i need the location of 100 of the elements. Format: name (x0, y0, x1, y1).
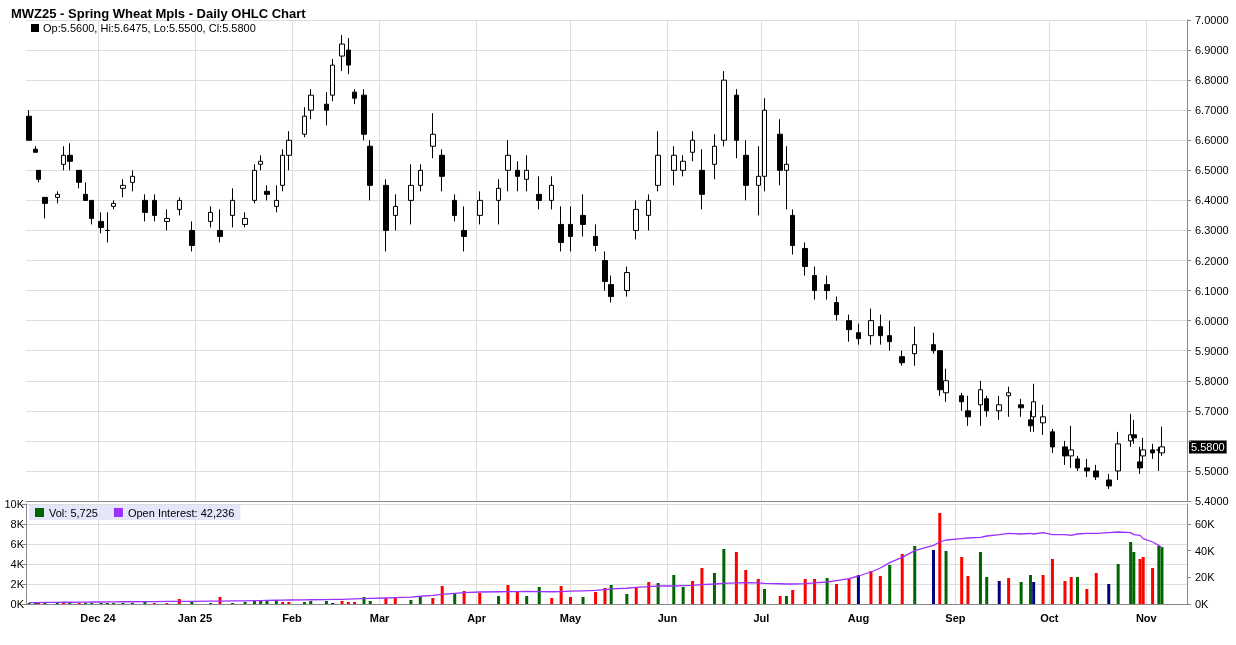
candlestick (1018, 398, 1024, 418)
bar (1041, 575, 1045, 604)
bar (340, 601, 344, 604)
y-tick-label: 5.4000 (1195, 495, 1229, 507)
candlestick (846, 314, 852, 343)
bar (1007, 578, 1011, 604)
bar (960, 557, 964, 604)
candlestick (111, 199, 116, 210)
candlestick (790, 208, 795, 255)
x-tick-label: May (559, 611, 583, 624)
bar (1107, 584, 1111, 604)
x-tick-label: Jan 25 (177, 611, 213, 624)
bar (985, 577, 989, 604)
candlestick (912, 326, 917, 367)
bar (1032, 582, 1036, 604)
candlestick (208, 205, 213, 228)
x-tick-label: Sep (945, 611, 966, 624)
bar (825, 578, 829, 604)
candlestick (868, 308, 874, 346)
bar (1138, 559, 1142, 604)
candlestick (164, 208, 170, 231)
candlestick (1006, 386, 1011, 418)
candlestick (671, 145, 677, 186)
candlestick (655, 130, 661, 192)
bar (1129, 542, 1133, 604)
candlestick (743, 139, 749, 201)
y-tick-label: 6.5000 (1195, 164, 1229, 177)
candlestick (274, 184, 279, 213)
bar (978, 552, 982, 604)
bar (478, 593, 482, 604)
candlestick (33, 145, 38, 153)
bar (418, 597, 422, 604)
bar (734, 552, 738, 604)
candlestick (142, 193, 148, 222)
candlestick (324, 91, 329, 126)
annotation: 5.5800 (1191, 440, 1225, 453)
bar (569, 597, 573, 604)
candlestick (856, 323, 861, 346)
bar (700, 568, 704, 604)
candlestick (593, 223, 598, 252)
x-tick-label: Nov (1135, 611, 1158, 624)
x-tick-label: Dec 24 (80, 611, 117, 624)
bar (813, 579, 817, 604)
candlestick (959, 392, 964, 412)
bar (672, 575, 676, 604)
candlestick (965, 395, 971, 427)
y-tick-label: 6K (10, 538, 25, 550)
line-series (28, 531, 1163, 604)
candlestick (302, 106, 307, 138)
bar (252, 601, 256, 604)
bar (259, 601, 263, 604)
y-tick-label: 6.2000 (1195, 254, 1229, 267)
y-tick-label: 0K (10, 598, 25, 610)
candlestick (602, 250, 608, 292)
candlestick (130, 169, 135, 192)
bar (625, 594, 629, 604)
x-tick-label: Feb (282, 611, 303, 624)
candlestick (505, 139, 511, 192)
candlestick (352, 88, 357, 105)
bar (550, 598, 554, 604)
bar (784, 596, 788, 604)
candlestick (646, 193, 651, 231)
bar (847, 579, 851, 604)
bar (506, 585, 510, 604)
bar (603, 588, 607, 604)
y-tick-label: 6.7000 (1195, 104, 1229, 117)
bar (594, 592, 598, 604)
bar (900, 554, 904, 604)
bar (938, 513, 942, 604)
candlestick (461, 205, 467, 252)
candlestick (568, 205, 573, 252)
x-tick-label: Jun (657, 611, 678, 624)
bar (559, 586, 563, 604)
bar (791, 590, 795, 604)
legend-label: Vol: 5,725 (49, 506, 98, 519)
y-tick-label: 6.4000 (1195, 194, 1229, 207)
y2-tick-label: 60K (1195, 518, 1216, 530)
candlestick (189, 220, 195, 252)
candlestick (258, 154, 263, 171)
candlestick (308, 88, 314, 120)
candlestick (633, 199, 639, 240)
x-tick-label: Oct (1040, 611, 1059, 624)
candlestick (824, 275, 830, 301)
candlestick (452, 193, 457, 222)
candlestick (477, 190, 483, 225)
bar (1063, 581, 1067, 604)
bar (525, 596, 529, 604)
candlestick (120, 178, 126, 198)
bar (1075, 577, 1079, 604)
bar (681, 587, 685, 604)
candlestick (98, 211, 104, 234)
bar (756, 579, 760, 604)
y-tick-label: 6.0000 (1195, 314, 1229, 327)
y-tick-label: 6.3000 (1195, 224, 1229, 237)
candlestick (1150, 443, 1155, 460)
candlestick (624, 266, 630, 298)
chart-title: MWZ25 - Spring Wheat Mpls - Daily OHLC Chart (11, 6, 307, 21)
y-tick-label: 10K (4, 498, 25, 510)
candlestick (899, 350, 905, 367)
candlestick (242, 211, 248, 228)
